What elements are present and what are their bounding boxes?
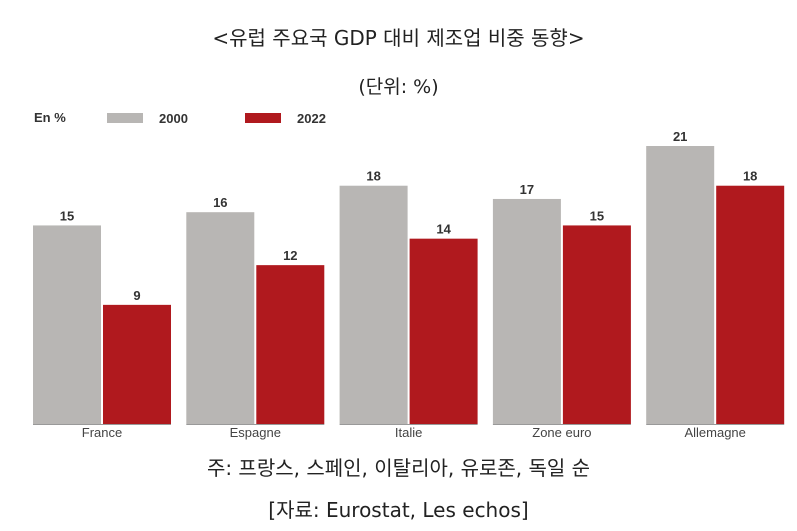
data-label: 21 <box>673 129 687 144</box>
data-label: 18 <box>366 169 380 184</box>
data-label: 12 <box>283 248 297 263</box>
bar-2022-italie <box>409 238 478 424</box>
legend-swatch-2000 <box>107 113 143 123</box>
bar-chart: En % 2000 2022 15 9 France 16 12 Espagne 18 14 Ital… <box>33 110 785 440</box>
bar-2022-allemagne <box>716 185 785 424</box>
data-label: 17 <box>520 182 534 197</box>
chart-note: 주: 프랑스, 스페인, 이탈리아, 유로존, 독일 순 <box>206 456 591 480</box>
bar-2022-france <box>103 304 171 424</box>
data-label: 15 <box>590 208 604 223</box>
data-label: 15 <box>60 208 74 223</box>
category-label: Allemagne <box>684 425 745 440</box>
data-label: 18 <box>743 169 757 184</box>
legend-label-2022: 2022 <box>297 111 326 126</box>
legend-swatch-2022 <box>245 113 281 123</box>
category-label: Zone euro <box>532 425 591 440</box>
data-label: 14 <box>436 222 451 237</box>
bar-2000-espagne <box>186 212 255 424</box>
category-label: Espagne <box>230 425 281 440</box>
category-label: Italie <box>395 425 422 440</box>
legend-prefix: En % <box>34 110 66 125</box>
bar-2000-zone-euro <box>492 198 561 424</box>
legend-label-2000: 2000 <box>159 111 188 126</box>
category-label: France <box>82 425 122 440</box>
bar-2022-espagne <box>256 265 325 424</box>
unit-label: (단위: %) <box>358 76 439 98</box>
data-label: 9 <box>133 288 140 303</box>
bar-2022-zone-euro <box>562 225 631 424</box>
chart-title: <유럽 주요국 GDP 대비 제조업 비중 동향> <box>212 26 585 50</box>
chart-source: [자료: Eurostat, Les echos] <box>268 498 529 522</box>
bar-2000-allemagne <box>646 146 715 424</box>
bar-2000-france <box>33 225 101 424</box>
data-label: 16 <box>213 195 227 210</box>
bar-2000-italie <box>339 185 408 424</box>
